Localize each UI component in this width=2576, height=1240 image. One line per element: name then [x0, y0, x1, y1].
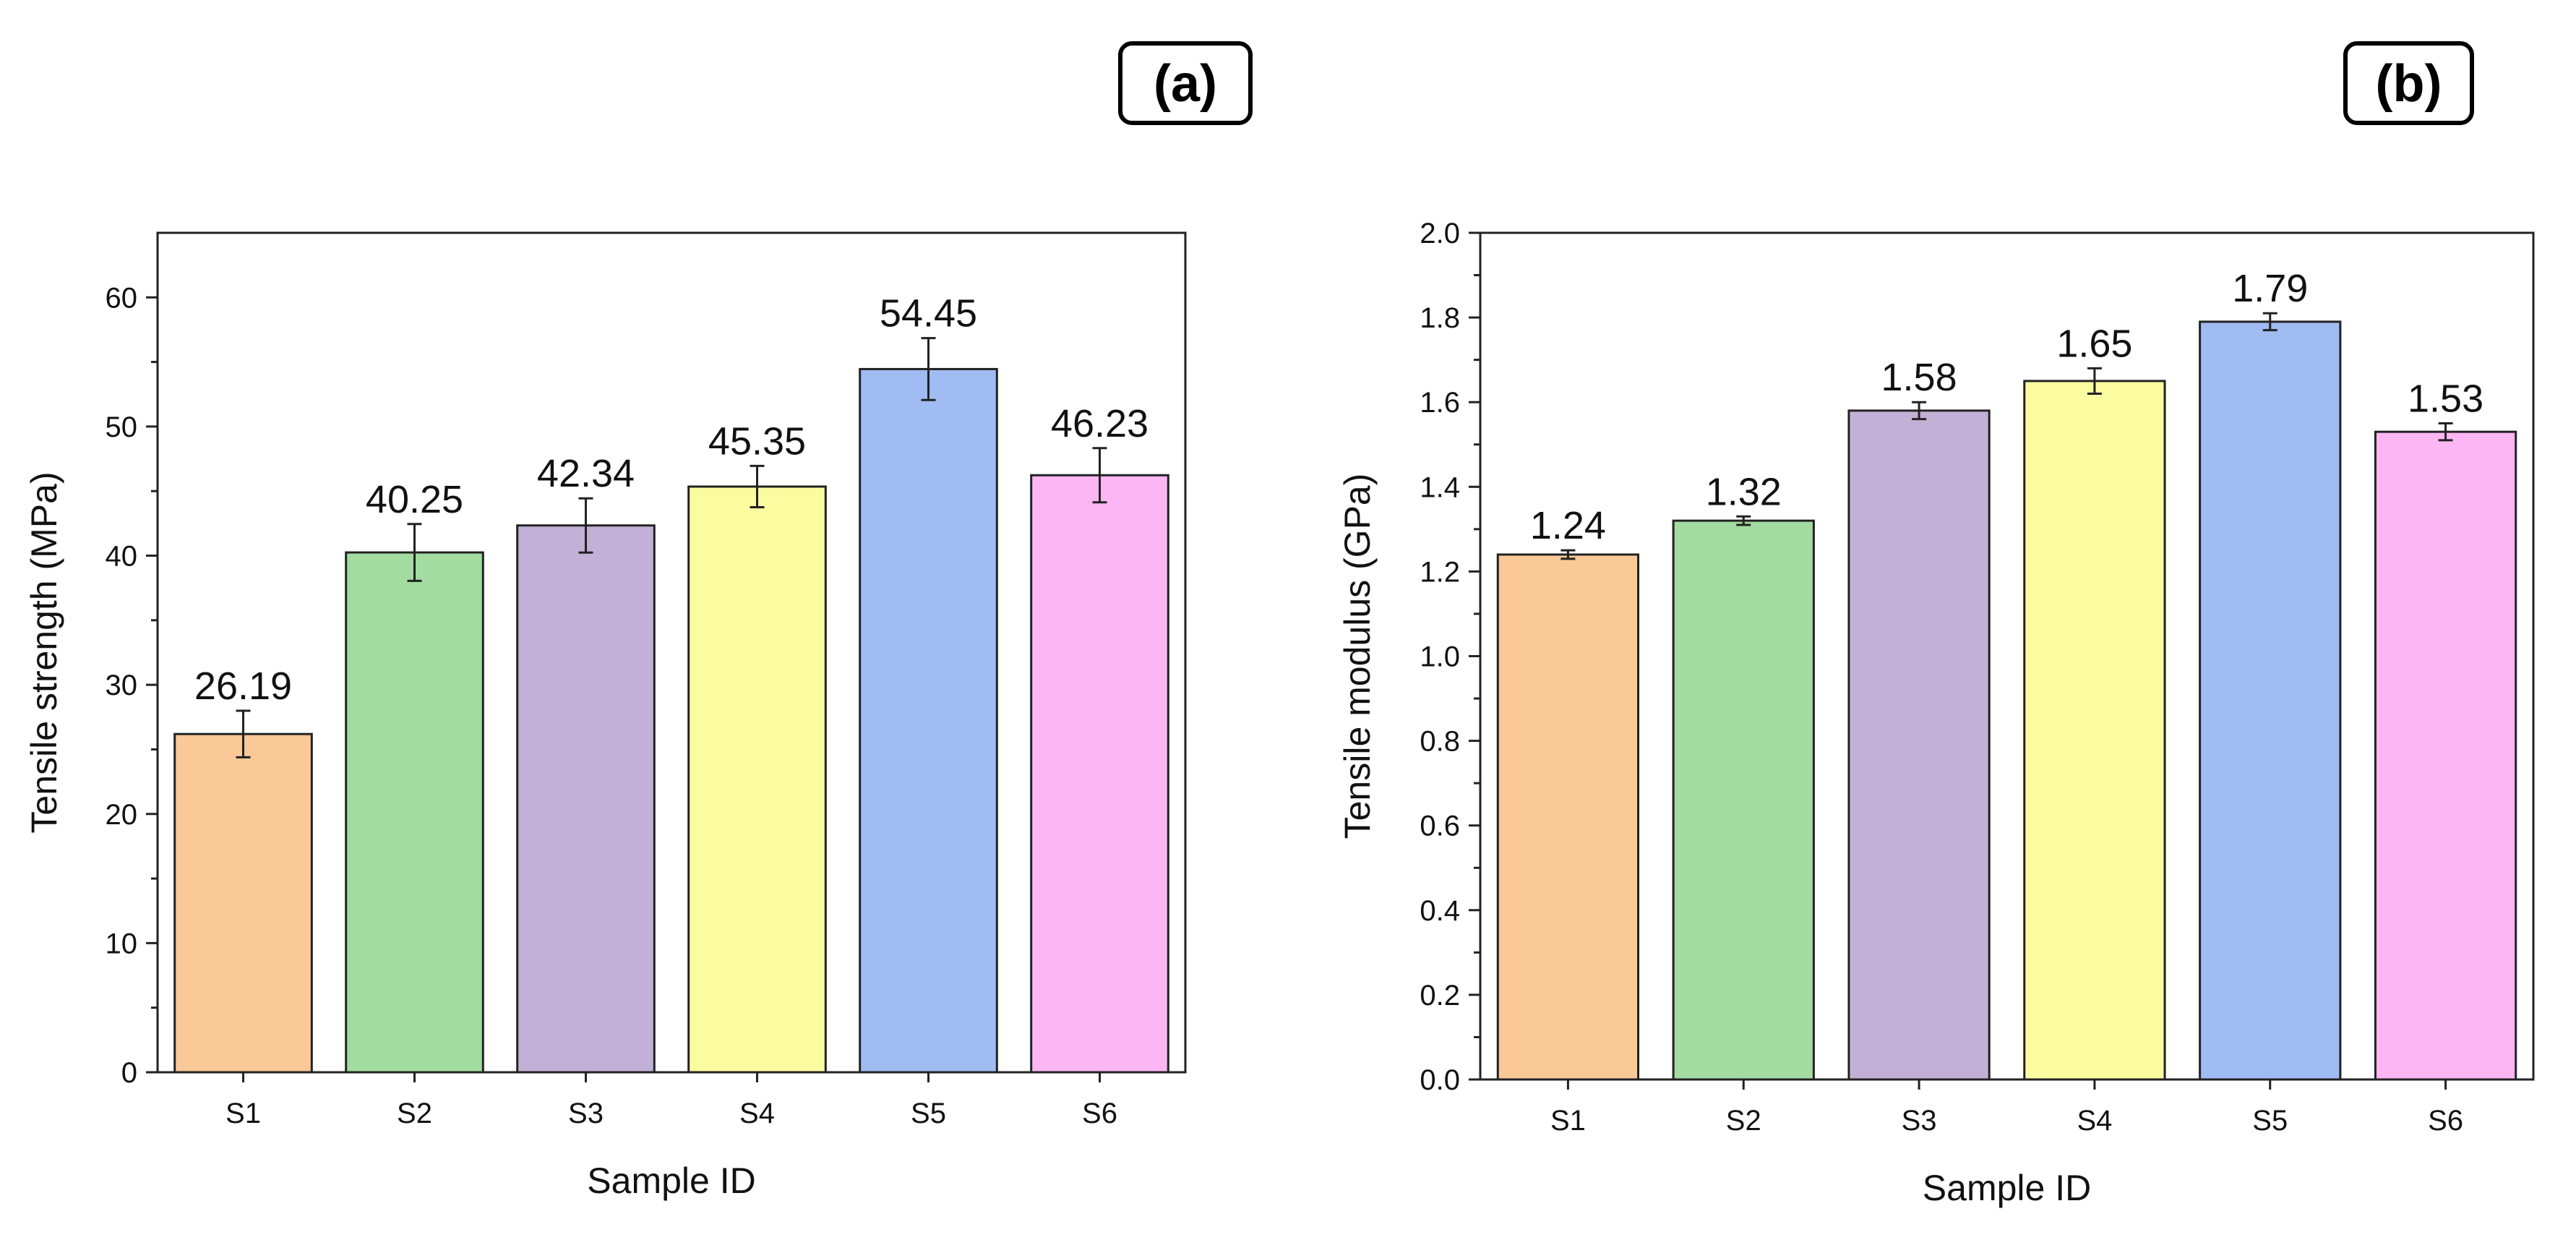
data-label-s5: 54.45 — [880, 292, 977, 335]
bar-s1 — [1496, 553, 1640, 1081]
bar-s3 — [1847, 409, 1991, 1081]
y-tick-label: 1.8 — [1420, 302, 1460, 334]
x-tick-label-s2: S2 — [397, 1098, 432, 1129]
y-tick-label: 0.0 — [1420, 1064, 1460, 1096]
y-tick-label: 0.6 — [1420, 811, 1460, 842]
x-tick-label-s1: S1 — [1550, 1105, 1586, 1137]
bar-s4 — [2023, 380, 2166, 1081]
y-tick-label: 50 — [106, 411, 138, 443]
bar-s1 — [173, 732, 313, 1074]
bar-s6 — [1030, 474, 1169, 1074]
plot-frame — [156, 231, 1187, 1074]
data-label-s1: 1.24 — [1530, 504, 1606, 547]
y-tick-label: 0 — [121, 1057, 137, 1089]
data-label-s2: 40.25 — [366, 478, 463, 521]
chart-panel-a: (a) 26.19 S1 40.25 S2 42.34 S3 45.35 S4 54.45 S5 46… — [24, 41, 1253, 1201]
data-label-s4: 45.35 — [708, 419, 806, 463]
data-label-s6: 46.23 — [1051, 402, 1149, 445]
y-tick-label: 60 — [106, 282, 138, 314]
y-tick-label: 20 — [106, 799, 138, 831]
bar-s2 — [345, 551, 484, 1074]
plot-frame — [1479, 231, 2535, 1081]
x-tick-label-s4: S4 — [2077, 1105, 2112, 1137]
data-label-s3: 1.58 — [1881, 356, 1957, 399]
panel-tag-label: (a) — [1154, 55, 1217, 113]
y-axis-title: Tensile strength (MPa) — [24, 471, 64, 833]
panel-tag-label: (b) — [2376, 55, 2442, 113]
y-tick-label: 30 — [106, 670, 138, 701]
data-label-s3: 42.34 — [537, 452, 635, 495]
y-tick-label: 0.2 — [1420, 980, 1460, 1012]
x-tick-label-s4: S4 — [739, 1098, 775, 1129]
y-tick-label: 10 — [106, 928, 138, 959]
y-tick-label: 40 — [106, 541, 138, 573]
x-tick-label-s6: S6 — [1082, 1098, 1117, 1129]
x-tick-label-s3: S3 — [1902, 1105, 1937, 1137]
y-tick-label: 2.0 — [1420, 218, 1460, 249]
y-tick-label: 1.6 — [1420, 387, 1460, 419]
y-axis-title: Tensile modulus (GPa) — [1337, 474, 1378, 839]
y-tick-label: 0.4 — [1420, 895, 1460, 927]
chart-panel-b: (b) 1.24 S1 1.32 S2 1.58 S3 1.65 S4 1.79 S5 1.53 S6 0… — [1337, 41, 2535, 1208]
x-axis-title: Sample ID — [587, 1160, 755, 1201]
data-label-s2: 1.32 — [1706, 470, 1782, 513]
x-tick-label-s3: S3 — [568, 1098, 604, 1129]
bar-s3 — [516, 524, 656, 1074]
x-tick-label-s5: S5 — [2252, 1105, 2288, 1137]
y-tick-label: 1.0 — [1420, 641, 1460, 673]
x-tick-label-s1: S1 — [226, 1098, 261, 1129]
y-tick-label: 1.4 — [1420, 471, 1460, 503]
data-label-s1: 26.19 — [194, 664, 292, 708]
data-label-s6: 1.53 — [2408, 377, 2483, 420]
bar-s2 — [1672, 519, 1815, 1081]
data-label-s4: 1.65 — [2056, 322, 2132, 365]
panel-tag-box — [1118, 41, 1253, 125]
bar-s5 — [859, 367, 998, 1074]
bar-s4 — [687, 485, 827, 1074]
x-tick-label-s6: S6 — [2428, 1105, 2463, 1137]
x-tick-label-s5: S5 — [911, 1098, 946, 1129]
bar-s6 — [2374, 430, 2517, 1081]
bar-s5 — [2199, 320, 2342, 1081]
y-tick-label: 1.2 — [1420, 556, 1460, 588]
y-tick-label: 0.8 — [1420, 726, 1460, 758]
x-tick-label-s2: S2 — [1726, 1105, 1761, 1137]
panel-tag-box — [2343, 41, 2474, 125]
data-label-s5: 1.79 — [2232, 267, 2308, 310]
x-axis-title: Sample ID — [1923, 1168, 2091, 1208]
